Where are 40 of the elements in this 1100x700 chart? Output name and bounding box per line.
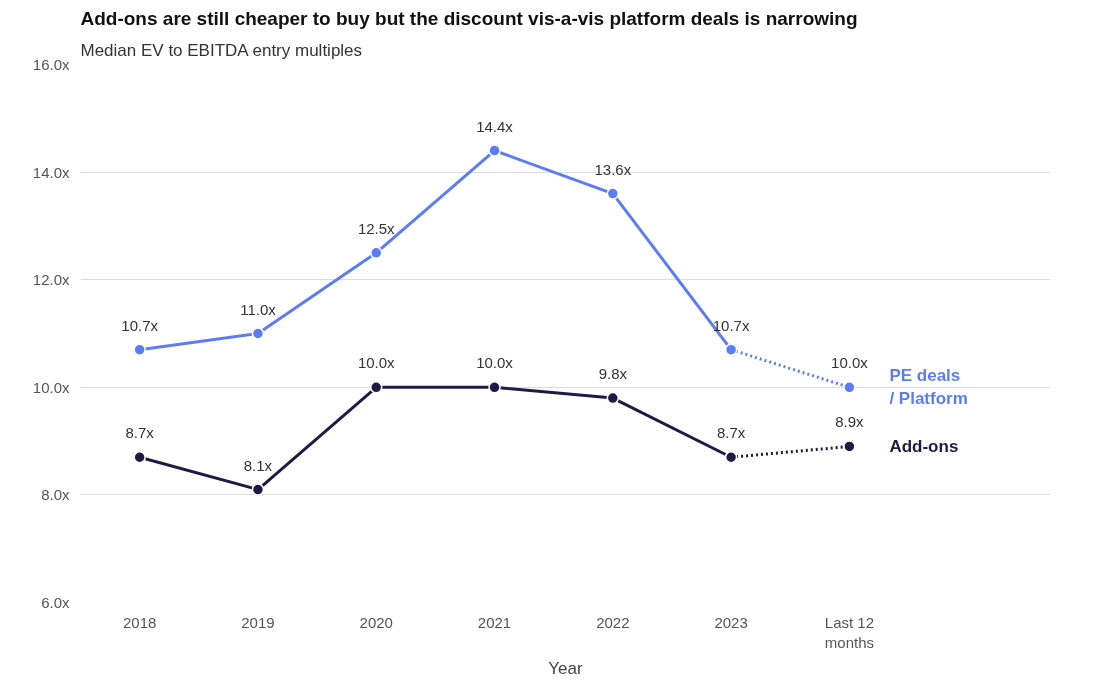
chart-subtitle: Median EV to EBITDA entry multiples (80, 40, 363, 60)
data-label: 8.7x (125, 424, 155, 442)
chart-title: Add-ons are still cheaper to buy but the discount vis-a-vis platform deals is narrowing (80, 7, 858, 29)
y-tick-label: 14.0x (32, 163, 70, 181)
data-label: 10.0x (476, 354, 514, 372)
point (369, 246, 383, 260)
point (488, 144, 501, 157)
data-label: 10.0x (831, 354, 869, 372)
point (606, 187, 620, 200)
x-tick-label: 2021 (477, 613, 512, 631)
data-label: 12.5x (357, 219, 396, 237)
data-label: 8.1x (243, 456, 273, 474)
x-tick-label: Last 12 months (824, 613, 875, 651)
data-label: 9.8x (598, 365, 628, 383)
x-tick-label: 2018 (122, 613, 157, 631)
y-tick-label: 6.0x (41, 594, 70, 611)
x-tick-label: 2023 (714, 613, 748, 631)
point (251, 327, 265, 340)
y-tick-label: 16.0x (32, 56, 70, 73)
data-label: 13.6x (594, 160, 632, 178)
data-label: 10.7x (121, 316, 159, 334)
point (843, 440, 856, 453)
y-tick-label: 10.0x (32, 378, 70, 396)
data-label: 10.7x (712, 316, 750, 334)
data-label: 8.9x (835, 413, 865, 431)
x-tick-label: 2022 (596, 613, 630, 631)
data-label: 11.0x (240, 300, 277, 318)
text: Add-ons (889, 436, 959, 456)
x-axis-title: Year (548, 658, 584, 678)
y-tick-label: 12.0x (32, 271, 70, 289)
point (606, 391, 620, 405)
point (251, 483, 265, 496)
y-tick-label: 8.0x (41, 486, 70, 504)
data-label: 8.7x (716, 424, 746, 442)
data-label: 10.0x (357, 354, 396, 372)
text: PE deals / Platform (889, 366, 968, 409)
point (369, 381, 383, 394)
x-tick-label: 2020 (359, 613, 393, 631)
data-label: 14.4x (476, 117, 514, 135)
x-tick-label: 2019 (241, 613, 275, 631)
